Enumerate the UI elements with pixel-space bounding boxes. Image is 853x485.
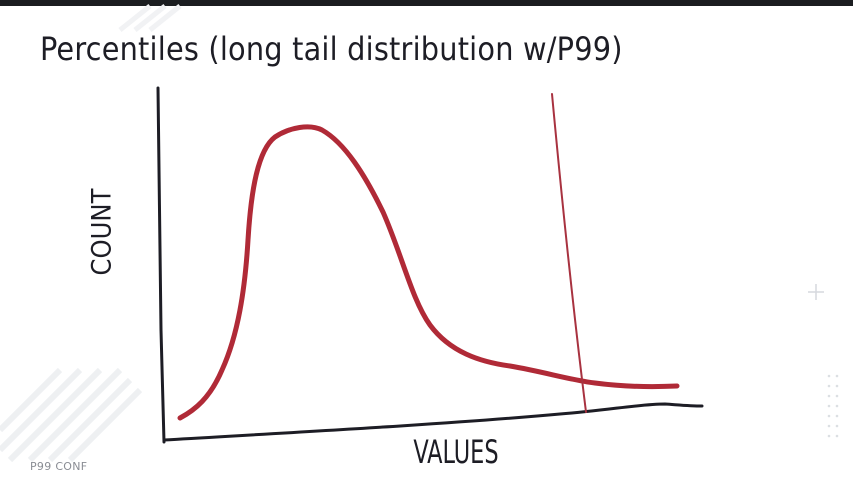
top-bar [0, 0, 853, 6]
slide-title: Percentiles (long tail distribution w/P9… [40, 30, 623, 68]
footer-brand: P99 CONF [30, 460, 88, 473]
decorative-hatching-top [118, 4, 182, 32]
distribution-curve [177, 124, 680, 421]
plus-icon [808, 284, 824, 300]
x-axis [162, 402, 704, 442]
x-axis-label: VALUES [413, 433, 499, 471]
y-axis-label: COUNT [86, 188, 118, 276]
dot-grid-icon [827, 374, 839, 438]
y-axis [156, 86, 166, 444]
decorative-hatching [0, 367, 143, 463]
p99-marker-line [551, 93, 587, 413]
